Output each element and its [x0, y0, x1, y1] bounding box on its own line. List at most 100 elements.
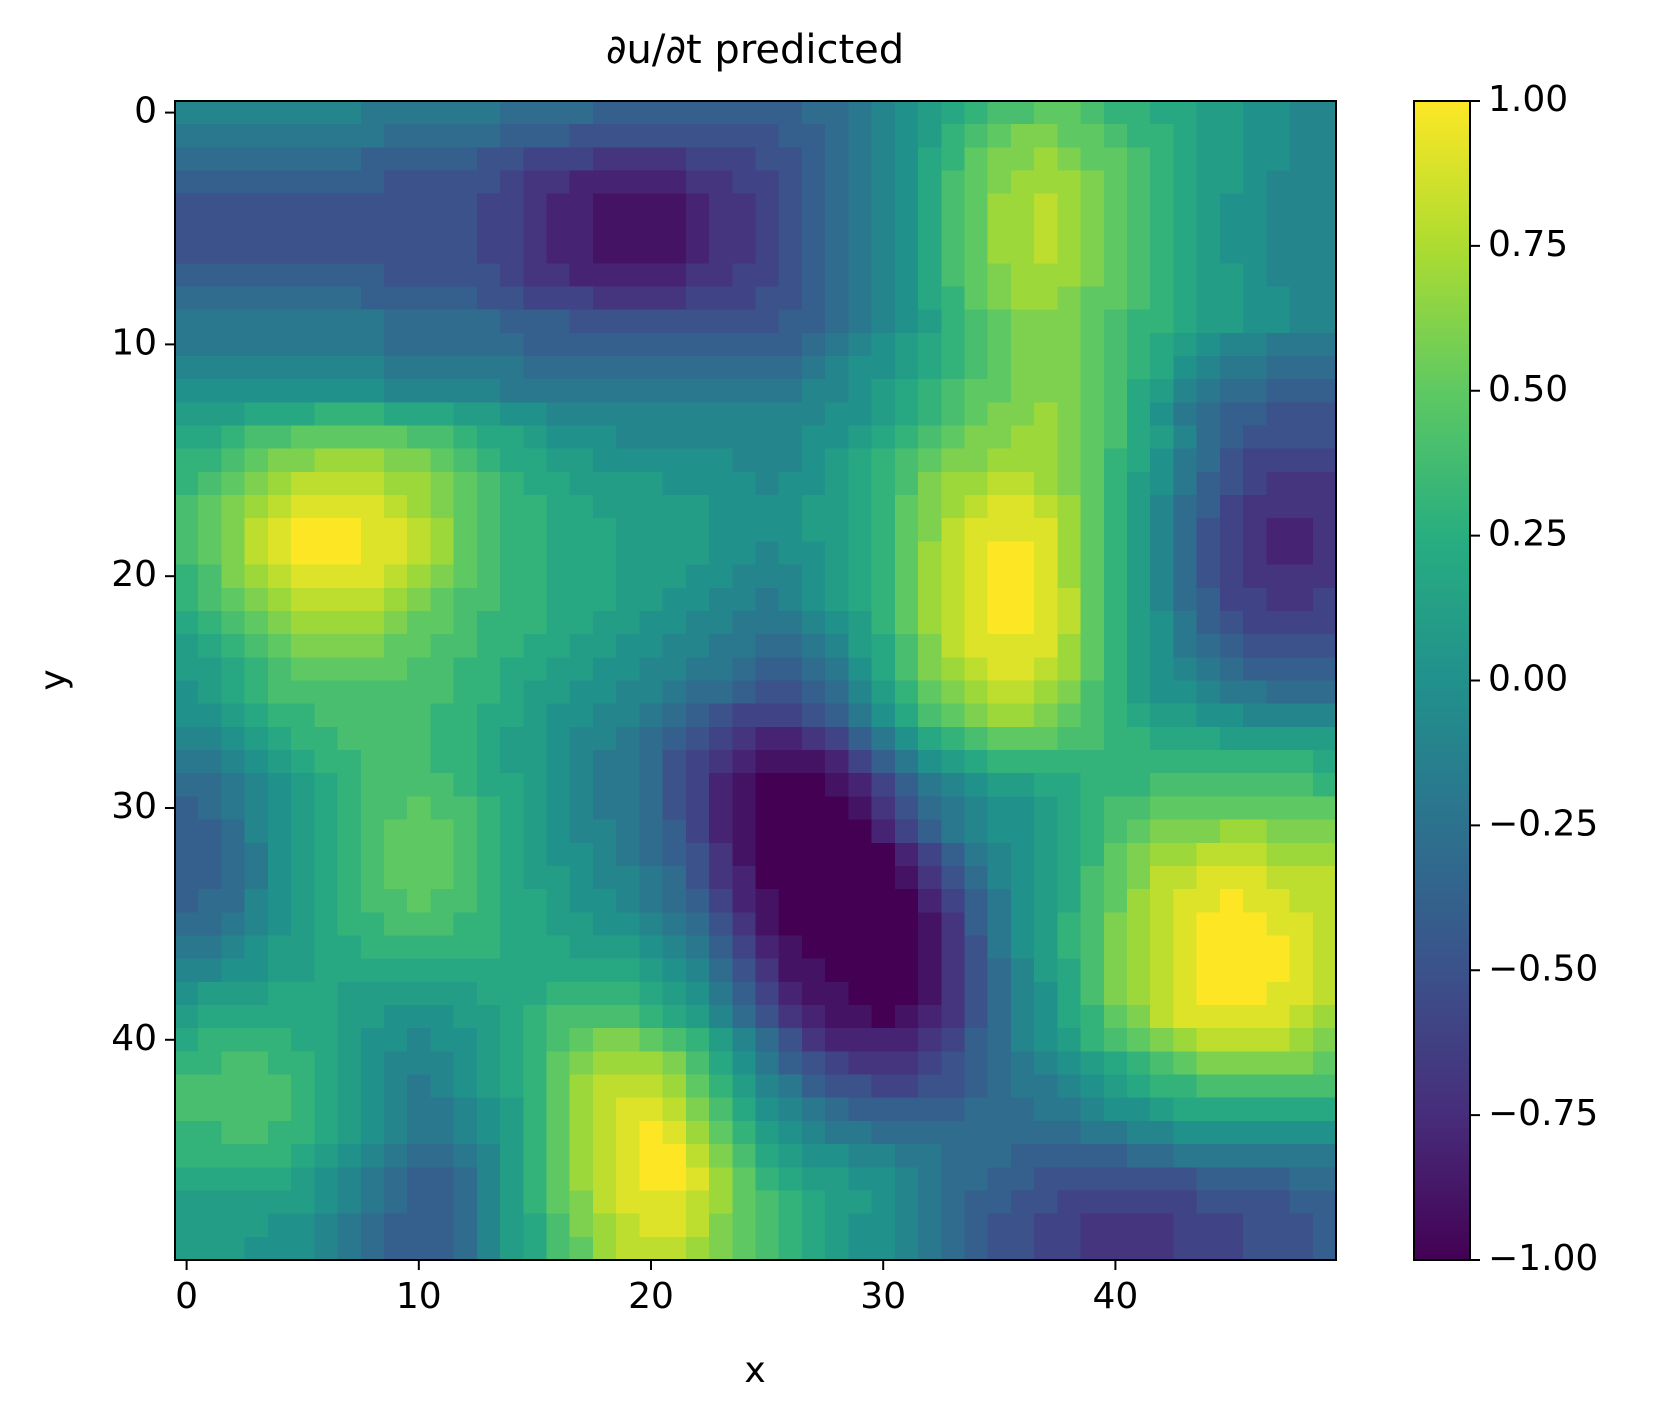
heatmap-cell [941, 587, 966, 612]
heatmap-cell [383, 1144, 408, 1168]
heatmap-cell [685, 1097, 710, 1122]
heatmap-cell [987, 124, 1012, 148]
heatmap-cell [1289, 541, 1314, 566]
heatmap-cell [1127, 495, 1151, 519]
heatmap-cell [825, 309, 849, 334]
heatmap-cell [987, 1144, 1012, 1168]
heatmap-cell [221, 1190, 246, 1215]
heatmap-cell [778, 1028, 803, 1052]
heatmap-cell [198, 1213, 223, 1238]
heatmap-cell [755, 912, 780, 937]
heatmap-cell [1243, 286, 1267, 311]
heatmap [175, 101, 1337, 1261]
heatmap-cell [314, 819, 339, 844]
heatmap-cell [964, 587, 989, 612]
heatmap-cell [918, 518, 942, 543]
heatmap-cell [918, 657, 942, 682]
heatmap-cell [407, 796, 432, 821]
heatmap-cell [314, 935, 339, 960]
heatmap-cell [709, 124, 733, 148]
heatmap-cell [1034, 726, 1058, 751]
heatmap-cell [592, 842, 617, 867]
heatmap-cell [1289, 703, 1314, 728]
heatmap-cell [871, 147, 896, 172]
heatmap-cell [1127, 379, 1151, 403]
heatmap-cell [871, 379, 896, 403]
heatmap-cell [709, 1097, 733, 1122]
heatmap-cell [1243, 865, 1267, 890]
heatmap-cell [592, 657, 617, 682]
heatmap-cell [476, 564, 501, 589]
heatmap-cell [383, 680, 408, 705]
heatmap-cell [941, 750, 966, 774]
heatmap-cell [1057, 101, 1082, 125]
heatmap-cell [383, 1005, 408, 1029]
heatmap-cell [1173, 193, 1198, 218]
heatmap-cell [1127, 332, 1151, 357]
heatmap-cell [198, 587, 223, 612]
heatmap-cell [871, 1236, 896, 1261]
heatmap-cell [1127, 564, 1151, 589]
heatmap-cell [616, 1190, 640, 1215]
heatmap-cell [1312, 703, 1337, 728]
heatmap-cell [1150, 726, 1175, 751]
heatmap-cell [1010, 402, 1035, 427]
heatmap-cell [430, 680, 455, 705]
heatmap-cell [1127, 402, 1151, 427]
heatmap-cell [1219, 402, 1244, 427]
heatmap-cell [546, 1190, 571, 1215]
heatmap-cell [1243, 425, 1267, 450]
heatmap-cell [941, 796, 966, 821]
heatmap-cell [987, 309, 1012, 334]
heatmap-cell [291, 170, 315, 195]
heatmap-cell [383, 124, 408, 148]
heatmap-cell [453, 379, 478, 403]
heatmap-cell [1057, 703, 1082, 728]
heatmap-cell [198, 703, 223, 728]
heatmap-cell [175, 286, 199, 311]
heatmap-cell [523, 170, 548, 195]
heatmap-cell [1219, 448, 1244, 473]
heatmap-cell [987, 1190, 1012, 1215]
heatmap-cell [592, 448, 617, 473]
heatmap-cell [546, 193, 571, 218]
heatmap-cell [871, 355, 896, 380]
heatmap-cell [1289, 379, 1314, 403]
heatmap-cell [732, 1144, 757, 1168]
heatmap-cell [918, 147, 942, 172]
heatmap-cell [1080, 309, 1105, 334]
heatmap-cell [1196, 819, 1221, 844]
heatmap-cell [198, 610, 223, 635]
heatmap-cell [848, 495, 873, 519]
heatmap-cell [755, 425, 780, 450]
heatmap-cell [941, 124, 966, 148]
heatmap-cell [360, 750, 385, 774]
heatmap-cell [1080, 240, 1105, 264]
heatmap-cell [523, 958, 548, 983]
heatmap-cell [1173, 1028, 1198, 1052]
heatmap-cell [291, 1074, 315, 1099]
heatmap-cell [1266, 263, 1291, 288]
heatmap-cell [1127, 518, 1151, 543]
plot-frame [174, 100, 1337, 1261]
heatmap-cell [755, 471, 780, 496]
heatmap-cell [918, 773, 942, 797]
heatmap-cell [1289, 495, 1314, 519]
heatmap-cell [592, 124, 617, 148]
heatmap-cell [639, 912, 664, 937]
heatmap-cell [291, 981, 315, 1006]
heatmap-cell [314, 286, 339, 311]
heatmap-cell [755, 634, 780, 658]
heatmap-cell [546, 610, 571, 635]
heatmap-cell [1289, 309, 1314, 334]
heatmap-cell [1103, 1097, 1128, 1122]
heatmap-cell [662, 1190, 687, 1215]
heatmap-cell [267, 726, 292, 751]
heatmap-cell [453, 634, 478, 658]
heatmap-cell [709, 657, 733, 682]
heatmap-cell [964, 495, 989, 519]
heatmap-cell [918, 726, 942, 751]
heatmap-cell [732, 1190, 757, 1215]
heatmap-cell [987, 495, 1012, 519]
heatmap-cell [175, 912, 199, 937]
